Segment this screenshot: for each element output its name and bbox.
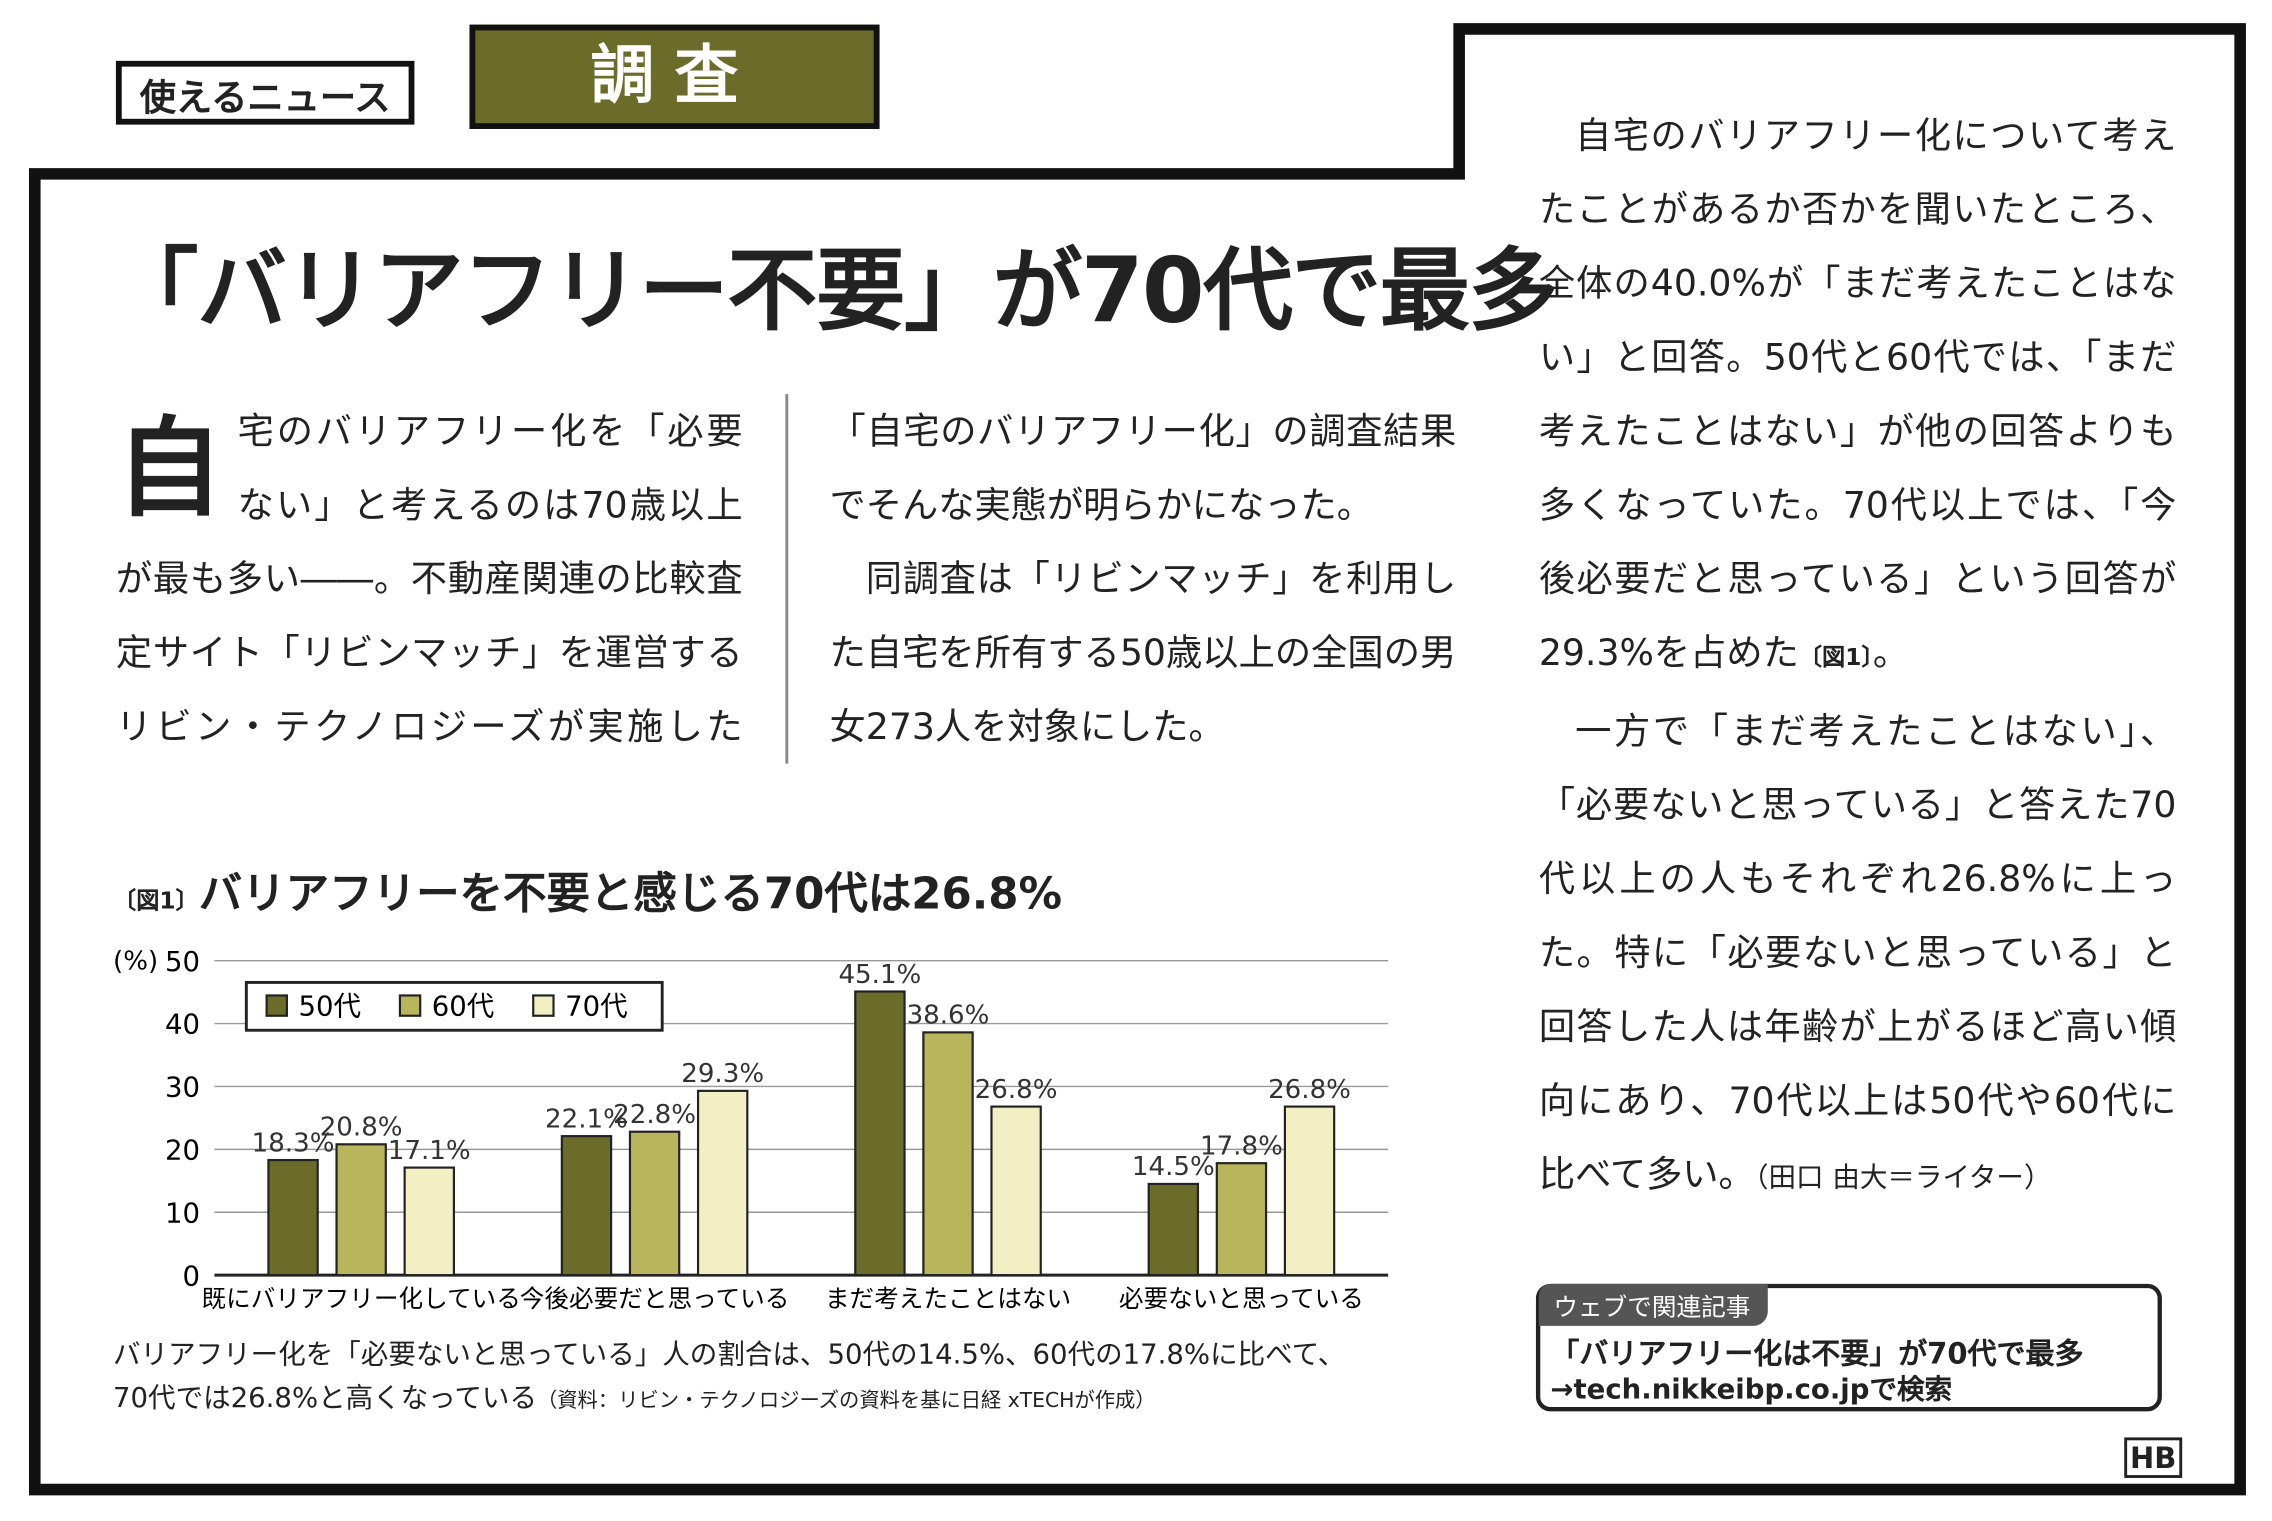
bar	[628, 1130, 681, 1277]
value-label: 17.8%	[1200, 1131, 1283, 1161]
web-box	[1535, 1283, 2162, 1412]
y-tick-label: 10	[165, 1197, 200, 1229]
text: 一方で「まだ考えたことはない」、「必要ないと思っている」と答えた70代以上の人も…	[1538, 710, 2177, 1196]
legend-label: 60代	[432, 991, 495, 1023]
bar	[922, 1031, 974, 1277]
text: 。	[1872, 631, 1910, 674]
logo: HB	[2124, 1437, 2183, 1478]
bar	[1215, 1162, 1268, 1277]
drop-cap: 自	[115, 407, 224, 532]
y-tick-label: 50	[165, 946, 200, 978]
y-axis-label: (%)	[113, 946, 158, 976]
x-tick-label: 既にバリアフリー化している	[201, 1284, 520, 1313]
caption: バリアフリー化を「必要ないと思っている」人の割合は、50代の14.5%、60代の…	[113, 1333, 1359, 1423]
byline: （田口 由大＝ライター）	[1754, 1162, 2052, 1194]
x-tick-label: 今後必要だと思っている	[520, 1284, 790, 1313]
value-label: 20.8%	[320, 1113, 403, 1143]
bar	[335, 1143, 387, 1277]
border	[28, 23, 2246, 1496]
y-tick-label: 20	[165, 1134, 200, 1166]
source: （資料：リビン・テクノロジーズの資料を基に日経 xTECHが作成）	[536, 1389, 1156, 1413]
right-column: 自宅のバリアフリー化について考えたことがあるか否かを聞いたところ、全体の40.0…	[1539, 99, 2177, 1216]
bar	[1283, 1105, 1336, 1277]
headline: 「バリアフリー不要」が70代で最多	[108, 237, 1558, 344]
bar	[990, 1105, 1042, 1277]
value-label: 38.6%	[907, 1001, 990, 1031]
section-tab: 使えるニュース	[115, 60, 415, 125]
x-tick-label: 必要ないと思っている	[1119, 1284, 1364, 1313]
figure-ref: 〔図1〕	[1798, 643, 1873, 671]
paragraph: 同調査は「リビンマッチ」を利用した自宅を所有する50歳以上の全国の男女273人を…	[829, 557, 1457, 748]
web-link: →tech.nikkeibp.co.jpで検索	[1550, 1373, 1953, 1406]
value-label: 26.8%	[1268, 1075, 1351, 1105]
legend-label: 70代	[565, 991, 628, 1023]
legend-swatch	[398, 994, 422, 1017]
paragraph: 自宅のバリアフリー化について考えたことがあるか否かを聞いたところ、全体の40.0…	[1539, 99, 2177, 695]
text: 自宅のバリアフリー化について考えたことがあるか否かを聞いたところ、全体の40.0…	[1538, 114, 2177, 674]
x-tick-label: まだ考えたことはない	[825, 1284, 1071, 1313]
bar	[267, 1158, 319, 1277]
bar	[403, 1166, 455, 1277]
value-label: 29.3%	[681, 1059, 764, 1089]
bar	[854, 990, 906, 1277]
figure-label: 〔図1〕	[113, 886, 199, 915]
y-tick-label: 30	[165, 1072, 200, 1104]
legend-swatch	[265, 994, 288, 1017]
figure-title: 〔図1〕バリアフリーを不要と感じる70代は26.8%	[113, 858, 1062, 922]
web-label: ウェブで関連記事	[1538, 1283, 1768, 1326]
y-tick-label: 0	[182, 1260, 200, 1292]
value-label: 14.5%	[1132, 1152, 1215, 1182]
legend-swatch	[532, 994, 555, 1017]
chart: (%)01020304050既にバリアフリー化している18.3%20.8%17.…	[113, 946, 1389, 1313]
topic-tab: 調査	[469, 24, 880, 129]
bar	[696, 1089, 749, 1277]
bar	[560, 1135, 613, 1277]
text: 宅のバリアフリー化を「必要ない」と考えるのは70歳以上が最も多い――。不動産関連…	[115, 410, 1457, 748]
paragraph: 自宅のバリアフリー化を「必要ない」と考えるのは70歳以上が最も多い――。不動産関…	[116, 394, 1456, 763]
legend-label: 50代	[298, 991, 361, 1023]
web-title: 「バリアフリー化は不要」が70代で最多	[1550, 1335, 2084, 1371]
caption-text: バリアフリー化を「必要ないと思っている」人の割合は、50代の14.5%、60代の…	[113, 1338, 1346, 1415]
article-body: 自宅のバリアフリー化を「必要ない」と考えるのは70歳以上が最も多い――。不動産関…	[116, 394, 1456, 763]
y-tick-label: 40	[165, 1009, 200, 1041]
value-label: 22.8%	[613, 1100, 696, 1130]
paragraph: 一方で「まだ考えたことはない」、「必要ないと思っている」と答えた70代以上の人も…	[1539, 694, 2177, 1216]
value-label: 26.8%	[975, 1075, 1058, 1105]
value-label: 45.1%	[838, 960, 921, 990]
value-label: 18.3%	[252, 1128, 335, 1158]
value-label: 17.1%	[388, 1136, 471, 1166]
chart-title: バリアフリーを不要と感じる70代は26.8%	[198, 869, 1063, 921]
value-label: 22.1%	[545, 1104, 628, 1134]
legend-box	[244, 980, 664, 1032]
bar	[1147, 1182, 1200, 1277]
